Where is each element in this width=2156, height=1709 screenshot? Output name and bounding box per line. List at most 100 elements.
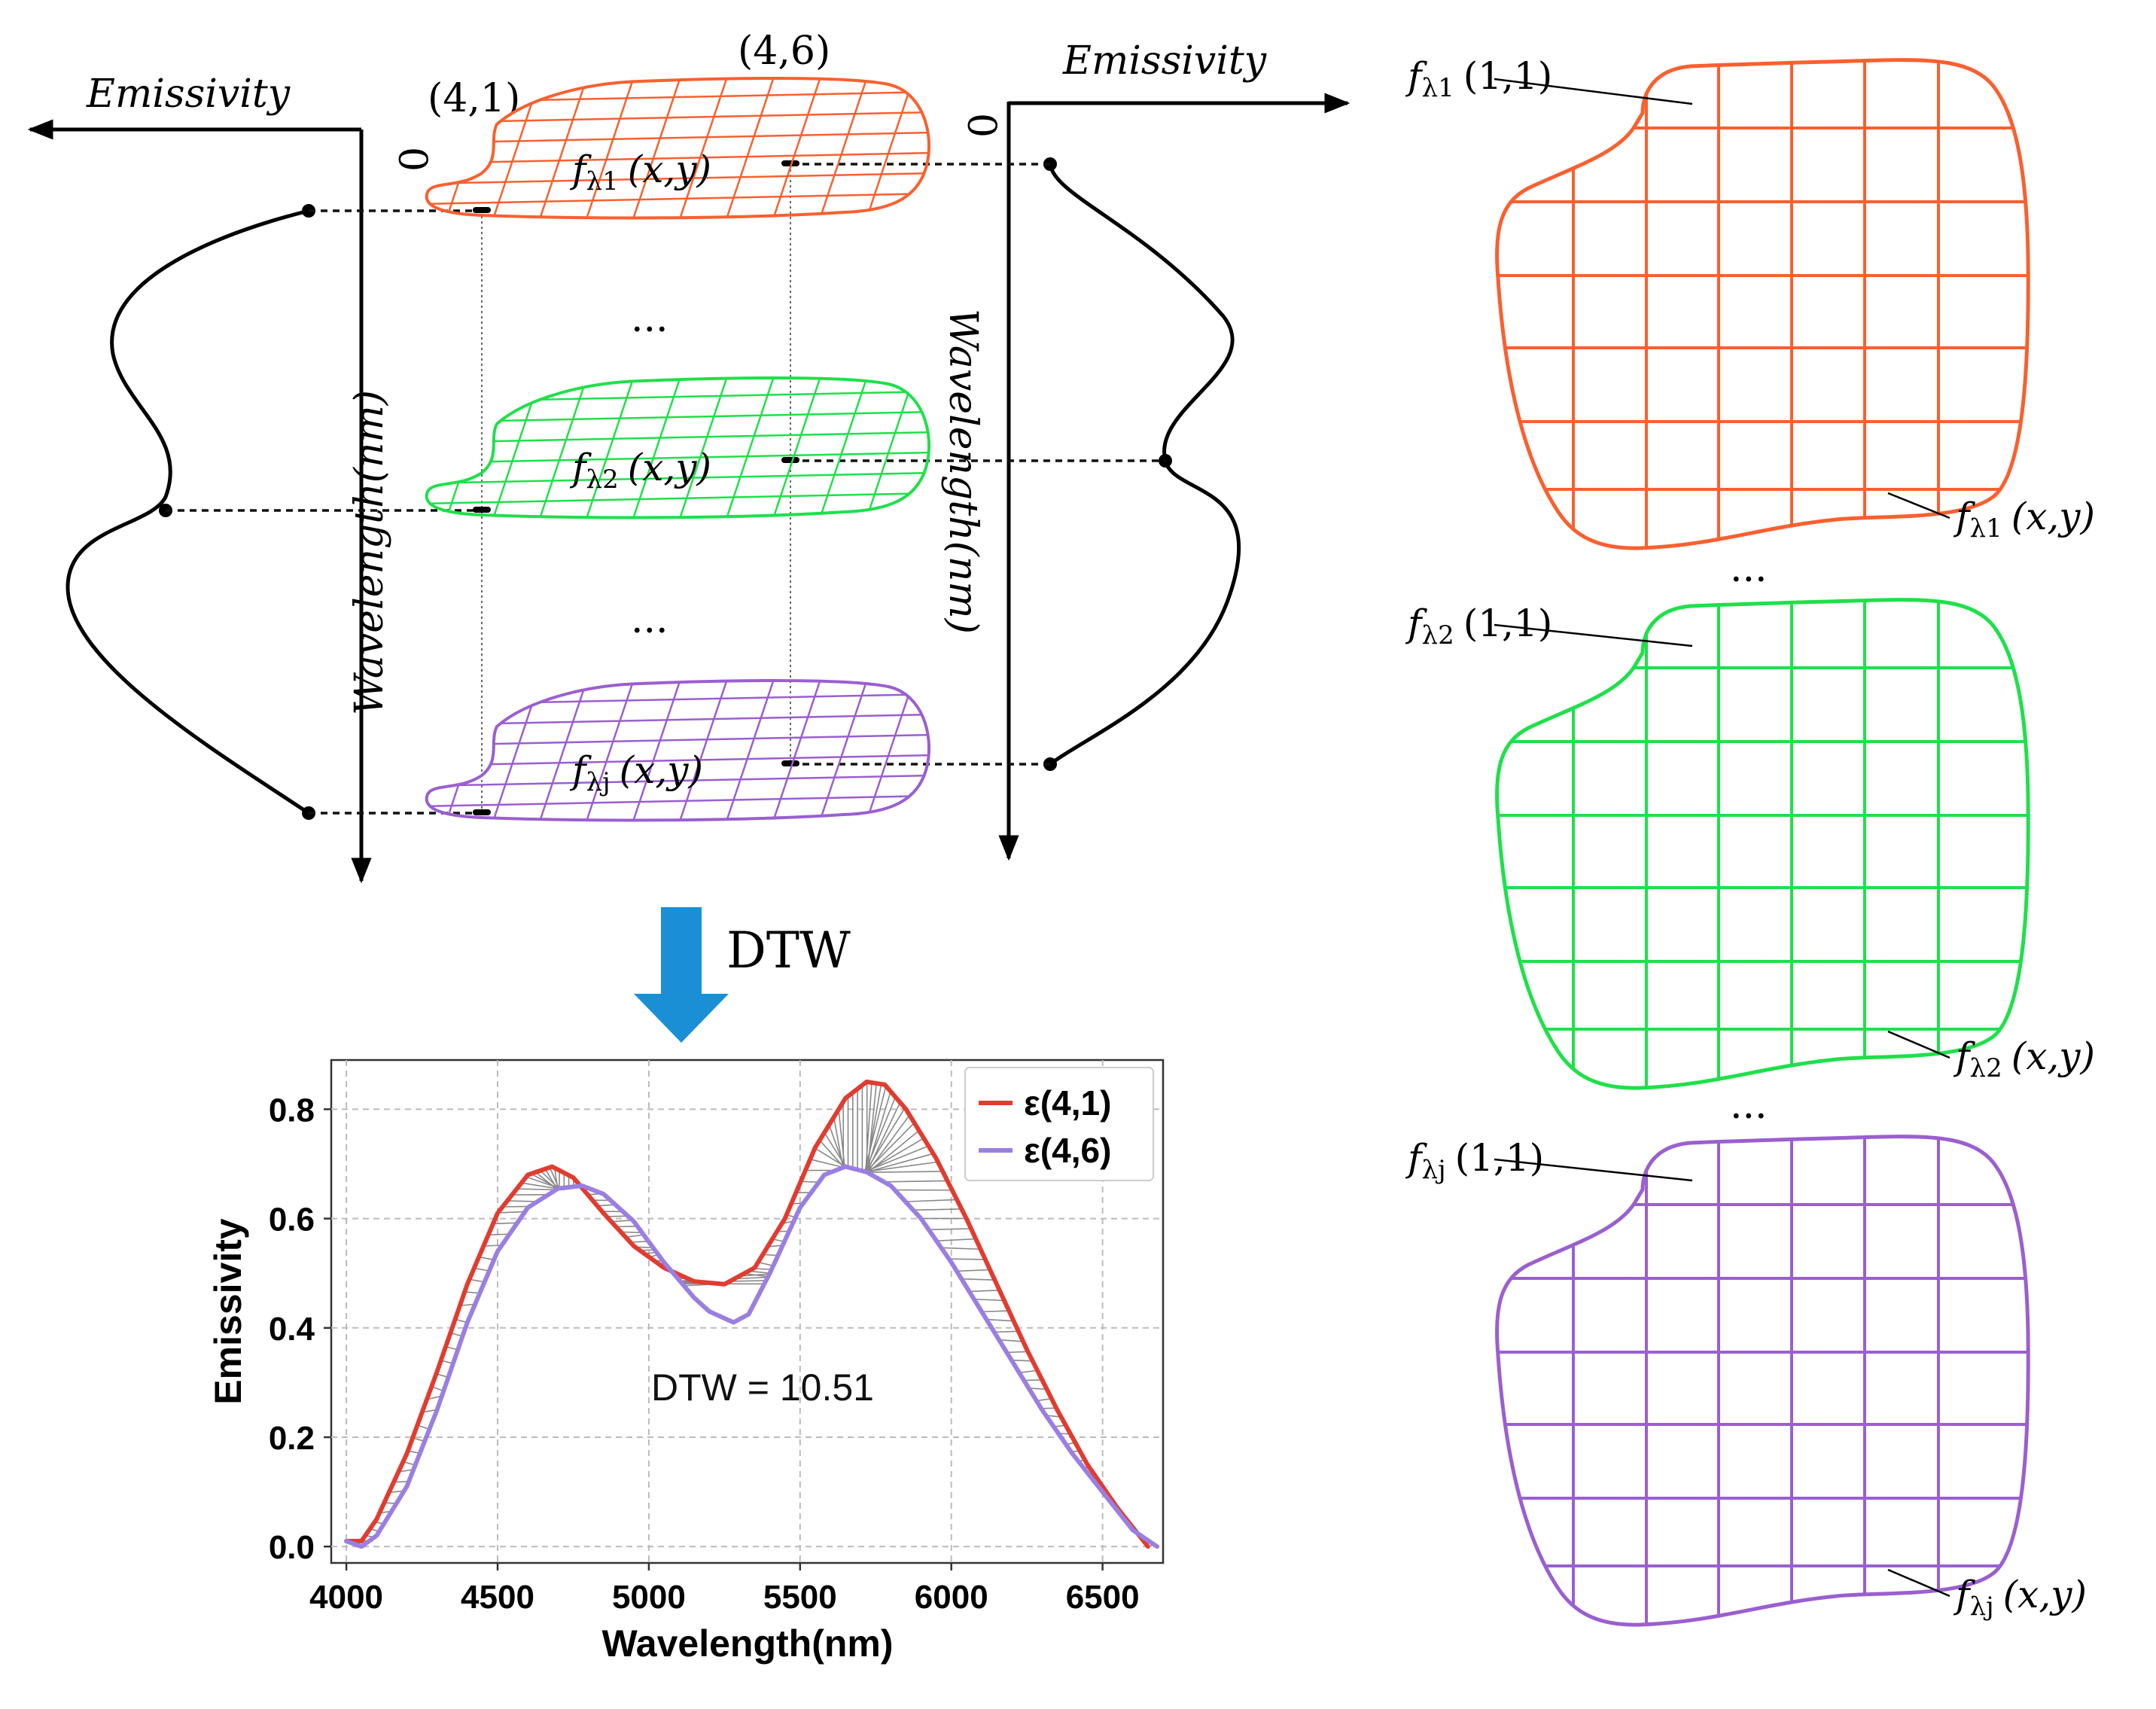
corner-leader-1: [1494, 78, 1693, 105]
warp-link: [833, 1116, 844, 1168]
slice-grid-vline: [816, 78, 872, 218]
warp-link: [535, 1171, 558, 1190]
slice-grid-hline: [426, 774, 930, 787]
right-emissivity-label: Emissivity: [1062, 38, 1267, 84]
warp-link: [611, 1220, 633, 1223]
slice-grid-vline: [583, 78, 638, 218]
x-tick-label: 6000: [915, 1579, 988, 1616]
legend-label-eps41: ε(4,1): [1024, 1083, 1111, 1123]
warp-link: [734, 1276, 768, 1280]
slice-grid-vline: [536, 378, 592, 518]
slice-grid-hline: [426, 151, 930, 165]
warp-link: [464, 1291, 480, 1294]
warp-link: [819, 1140, 845, 1168]
slice-grid-vline: [583, 681, 638, 821]
warp-link: [1024, 1379, 1043, 1382]
warp-link: [973, 1298, 1005, 1302]
left-emissivity-curve: [65, 209, 310, 815]
warp-link: [936, 1238, 976, 1242]
right-emissivity-curve: [1048, 163, 1241, 766]
left-emissivity-label: Emissivity: [86, 72, 291, 117]
slice-outline-2: [425, 376, 931, 519]
warp-link: [478, 1256, 495, 1261]
pick-4-1-lambda1: [473, 207, 491, 213]
slice-grid-vline: [723, 681, 778, 821]
x-tick-label: 4000: [309, 1579, 383, 1616]
slice-grid-vline: [863, 78, 918, 218]
warp-link: [516, 1188, 556, 1191]
warp-link: [865, 1122, 915, 1173]
grid-lines-1: [1497, 59, 2029, 549]
slice-grid-vline: [629, 78, 685, 218]
slice-grid-hline: [426, 492, 930, 505]
slice-grid-hline: [426, 754, 930, 767]
slice-grid-hline: [426, 451, 930, 465]
warp-link: [757, 1261, 774, 1267]
slice-grid-vline: [769, 378, 825, 518]
slice-outline-3: [425, 679, 931, 822]
slice-grid-hline: [426, 693, 930, 706]
warp-link: [744, 1272, 769, 1278]
slice-grid-vline: [723, 78, 778, 218]
x-tick-label: 4500: [461, 1579, 534, 1616]
warp-link: [810, 1159, 844, 1168]
grid-outline-1: [1495, 58, 2030, 550]
grid-ellipsis-2: ...: [1730, 1083, 1768, 1128]
slice-grid-hline: [426, 111, 930, 124]
slice-grid-vline: [536, 681, 592, 821]
warp-link: [498, 1211, 525, 1214]
slice-grid-hline: [426, 172, 930, 185]
warp-link: [553, 1168, 559, 1190]
pick-4-1-lambda2: [473, 507, 491, 513]
slice-grid-hline: [426, 471, 930, 485]
dtw-arrow-label: DTW: [726, 922, 851, 979]
warp-link: [474, 1267, 490, 1272]
warp-link: [763, 1254, 778, 1257]
warp-link: [483, 1244, 502, 1247]
grid-whole-label-lambdaj: fλj (x,y): [1953, 1573, 2087, 1622]
slice-grid-hline: [426, 713, 930, 727]
warp-link: [1006, 1351, 1028, 1354]
corner-leader-3: [1494, 1158, 1693, 1182]
slice-grid-hline: [426, 410, 930, 424]
grid-1: [1495, 58, 2030, 550]
slice-grid-hline: [426, 733, 930, 747]
y-tick-label: 0.8: [269, 1092, 315, 1129]
slice-grid-vline: [816, 378, 872, 518]
grid-lines-2: [1497, 599, 2029, 1089]
warp-link: [502, 1205, 530, 1208]
y-tick-label: 0.4: [269, 1311, 315, 1348]
chart-grid: [331, 1060, 1163, 1563]
warp-link: [866, 1171, 943, 1173]
pick-4-1-lambdaj: [473, 809, 491, 815]
right-grid-column: [1494, 58, 2030, 1627]
slice-grid-vline: [536, 78, 592, 218]
stack-ellipsis-1: ...: [631, 296, 668, 341]
slice-grid-vline: [863, 681, 918, 821]
grid-corner-label-lambda2: fλ2 (1,1): [1405, 602, 1552, 650]
warp-link: [1011, 1359, 1033, 1362]
slice-label-lambda2: fλ2 (x,y): [569, 446, 711, 495]
warp-link: [865, 1107, 906, 1172]
warp-link: [800, 1180, 819, 1184]
grid-outline-3: [1495, 1135, 2030, 1627]
warp-link: [625, 1234, 644, 1238]
chart-ylabel: Emissivity: [207, 1218, 249, 1405]
y-tick-label: 0.0: [269, 1529, 315, 1566]
chart-legend[interactable]: ε(4,1) ε(4,6): [964, 1067, 1154, 1181]
slice-grid-vline: [723, 378, 778, 518]
x-tick-label: 5000: [612, 1579, 686, 1616]
stack-ellipsis-2: ...: [631, 597, 668, 642]
dtw-chart: 4000 4500 5000 5500 6000 65000.00.20.40.60.8 …: [207, 1059, 1165, 1665]
warp-link: [521, 1182, 559, 1190]
warp-link: [998, 1339, 1024, 1342]
dashed-leaders: [166, 163, 1165, 815]
warp-link: [884, 1180, 948, 1183]
warp-link: [986, 1318, 1014, 1322]
grid-lines-3: [1497, 1136, 2029, 1625]
warp-link: [865, 1083, 872, 1172]
whole-leader-1: [1887, 492, 1950, 519]
legend-label-eps46: ε(4,6): [1024, 1131, 1111, 1170]
left-wavelength-label: Wavelength(nm): [347, 390, 392, 715]
